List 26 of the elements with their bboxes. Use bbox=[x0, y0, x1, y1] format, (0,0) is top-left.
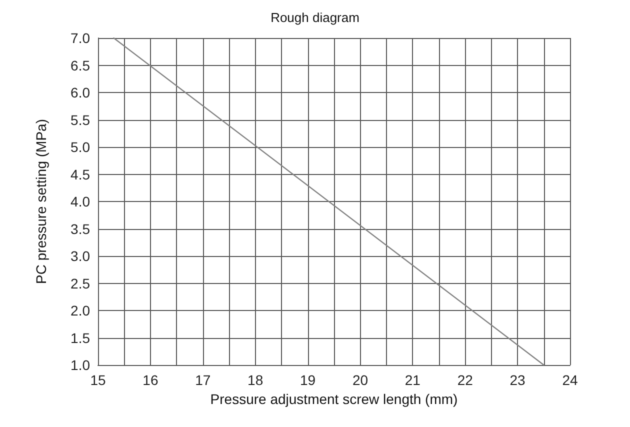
y-tick-label: 6.0 bbox=[70, 84, 90, 100]
y-tick-label: 4.0 bbox=[70, 194, 90, 210]
y-axis-title: PC pressure setting (MPa) bbox=[33, 119, 49, 284]
y-tick-label: 7.0 bbox=[70, 30, 90, 46]
y-tick-label: 4.5 bbox=[70, 166, 90, 182]
x-tick-label: 18 bbox=[248, 372, 264, 388]
x-axis-title: Pressure adjustment screw length (mm) bbox=[210, 390, 458, 407]
y-tick-label: 5.0 bbox=[70, 139, 90, 155]
x-tick-label: 22 bbox=[457, 372, 474, 388]
y-tick-label: 1.0 bbox=[70, 357, 90, 373]
x-tick-label: 16 bbox=[142, 372, 158, 388]
x-tick-label: 17 bbox=[195, 372, 211, 388]
y-tick-label: 2.5 bbox=[70, 275, 90, 292]
x-tick-label: 21 bbox=[404, 372, 421, 388]
x-tick-label: 19 bbox=[300, 372, 316, 388]
x-tick-label: 23 bbox=[510, 372, 526, 388]
y-tick-label: 3.5 bbox=[70, 220, 90, 237]
y-tick-label: 1.5 bbox=[70, 330, 90, 346]
x-tick-label: 15 bbox=[90, 372, 106, 388]
y-tick-label: 6.5 bbox=[70, 57, 90, 74]
x-tick-label: 24 bbox=[562, 372, 578, 388]
chart-title: Rough diagram bbox=[270, 10, 360, 25]
x-tick-label: 20 bbox=[352, 372, 368, 388]
y-tick-label: 3.0 bbox=[70, 248, 90, 264]
y-tick-label: 5.5 bbox=[70, 112, 90, 128]
y-tick-label: 2.0 bbox=[70, 302, 90, 318]
